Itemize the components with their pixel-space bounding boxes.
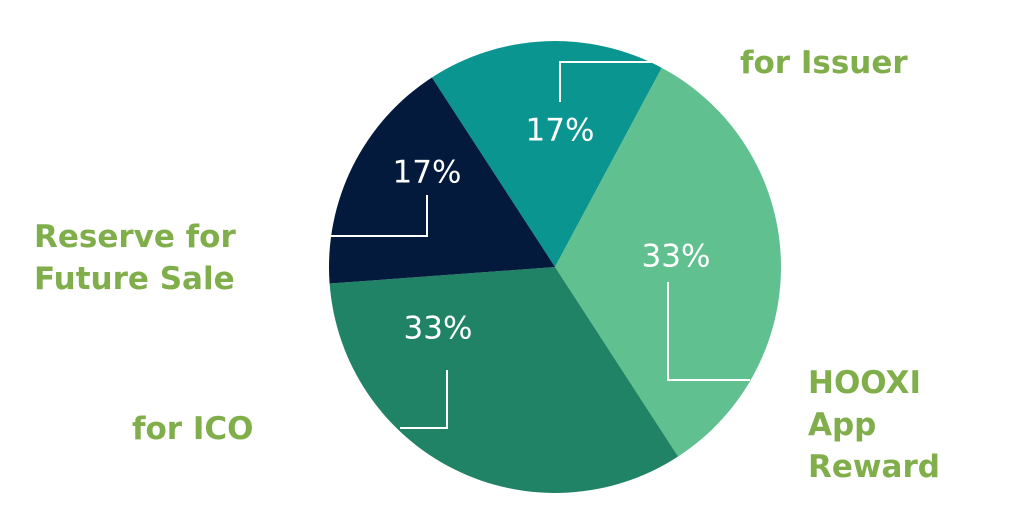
leader-line-reserve-for-future-sale [330,195,428,237]
value-label-for-ico: 33% [404,311,473,347]
pie-slice-hooxi-app-reward [555,67,781,457]
leader-line-for-issuer [559,61,725,102]
pie-slice-reserve-for-future-sale [329,77,555,284]
category-label-reserve-for-future-sale: Reserve for Future Sale [34,219,236,297]
value-label-reserve-for-future-sale: 17% [393,155,462,191]
value-label-hooxi-app-reward: 33% [642,239,711,275]
pie-slice-for-issuer [431,41,662,268]
category-label-for-ico: for ICO [132,411,254,447]
category-label-hooxi-app-reward: HOOXI App Reward [808,365,940,485]
pie-slice-for-ico [329,267,679,494]
leader-line-for-ico [400,370,448,429]
category-label-for-issuer: for Issuer [740,45,908,81]
value-label-for-issuer: 17% [526,113,595,149]
leader-line-hooxi-app-reward [667,282,750,381]
